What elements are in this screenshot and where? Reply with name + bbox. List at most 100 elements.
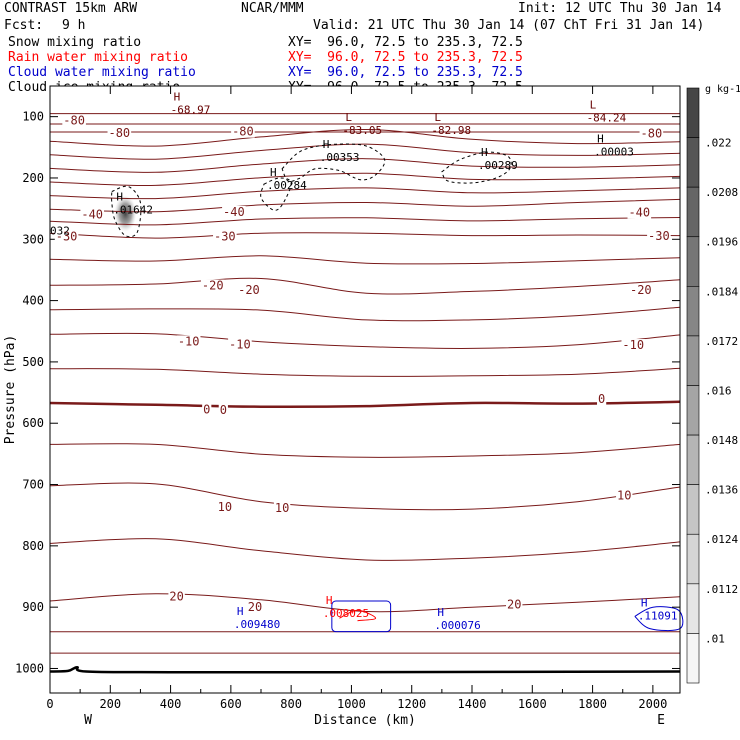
x-tick-label-5: 1000 (337, 697, 366, 711)
contour-label-5: -40 (223, 205, 245, 219)
contour-label-bg (627, 206, 652, 219)
field-snow-xy: XY= 96.0, 72.5 to 235.3, 72.5 (288, 35, 523, 50)
extremum-marker-6: H (481, 146, 488, 159)
temp-contour-minor-7 (49, 217, 681, 226)
temp-contour--10 (49, 332, 681, 349)
init-time: Init: 12 UTC Thu 30 Jan 14 (518, 1, 722, 16)
extremum-marker-5: H (323, 138, 330, 151)
colorbar-label-6: .0172 (705, 335, 738, 348)
field-snow-name: Snow mixing ratio (8, 35, 142, 50)
y-tick-label-7: 800 (22, 539, 44, 553)
contour-label-1: -80 (108, 126, 130, 140)
y-tick-label-8: 900 (22, 600, 44, 614)
contour-label-bg (218, 404, 228, 417)
x-tick-label-4: 800 (280, 697, 302, 711)
edge-value-label: 032 (50, 224, 70, 237)
colorbar-segment-8 (686, 484, 700, 535)
y-tick-label-0: 100 (22, 110, 44, 124)
contour-label-bg (597, 392, 607, 405)
fcst-label: Fcst: (4, 18, 44, 33)
contour-label-4: -40 (81, 207, 103, 221)
extremum-value-2: -82.98 (431, 124, 471, 137)
ice-region-3 (281, 143, 386, 182)
contour-label-bg (237, 283, 261, 296)
x-tick-label-9: 1800 (578, 697, 607, 711)
contour-label-22: 20 (169, 589, 183, 603)
colorbar-segment-3 (686, 236, 700, 287)
y-tick-label-6: 700 (22, 478, 44, 492)
temp-contour--20 (49, 277, 681, 295)
field-rain-name: Rain water mixing ratio (8, 50, 189, 65)
contour-label-13: -10 (178, 334, 200, 348)
extremum-value-3: -84.24 (587, 112, 627, 125)
temp-contour-minor-4 (49, 158, 681, 173)
x-tick-label-2: 400 (160, 697, 182, 711)
cloud-ice-maximum (114, 195, 137, 232)
field-cloudwater-name: Cloud water mixing ratio (8, 65, 196, 80)
x-tick-label-8: 1600 (518, 697, 547, 711)
colorbar-segment-9 (686, 533, 700, 585)
temp-contour-20 (49, 593, 681, 613)
contour-label-bg (506, 598, 523, 611)
temp-contour--30 (49, 232, 681, 239)
temp-contour-minor-11 (49, 443, 681, 458)
ice-region-2 (260, 177, 292, 211)
colorbar-segment-2 (686, 186, 700, 238)
contour-label-7: -30 (56, 230, 78, 244)
contour-label-15: -10 (622, 338, 644, 352)
temp-contour--80 (49, 128, 681, 147)
rain-water-region (339, 609, 377, 622)
y-tick-label-9: 1000 (15, 661, 44, 675)
temp-contour-minor-6 (49, 187, 681, 200)
colorbar-segment-7 (686, 434, 700, 485)
extremum-value-11: .000076 (434, 619, 480, 632)
model-title: CONTRAST 15km ARW (4, 1, 138, 16)
contour-label-9: -30 (648, 229, 670, 243)
x-tick-label-7: 1400 (458, 697, 487, 711)
extremum-value-7: .00284 (267, 179, 307, 192)
colorbar-label-3: .0136 (705, 484, 738, 497)
colorbar-label-9: .0208 (705, 186, 738, 199)
extremum-value-8: .01642 (113, 204, 153, 217)
colorbar-label-1: .0112 (705, 583, 738, 596)
contour-label-19: 10 (218, 500, 232, 514)
temp-contour-minor-3 (49, 143, 681, 160)
contour-label-bg (107, 126, 132, 139)
contour-label-bg (246, 600, 264, 613)
x-tick-label-1: 200 (99, 697, 121, 711)
contour-label-bg (176, 335, 201, 348)
temp-contour-minor-8 (49, 255, 681, 265)
x-tick-label-10: 2000 (638, 697, 667, 711)
extremum-value-5: .00353 (320, 151, 360, 164)
x-tick-label-3: 600 (220, 697, 242, 711)
contour-label-bg (222, 205, 246, 218)
valid-time: Valid: 21 UTC Thu 30 Jan 14 (07 ChT Fri … (313, 18, 705, 33)
y-tick-label-1: 200 (22, 171, 44, 185)
extremum-value-1: -83.05 (342, 124, 382, 137)
contour-label-24: 20 (507, 597, 521, 611)
extremum-marker-12: H (641, 596, 648, 609)
plot-frame (49, 85, 681, 694)
extremum-marker-11: H (437, 606, 444, 619)
contour-label-bg (54, 230, 79, 243)
contour-label-14: -10 (229, 337, 251, 351)
contour-label-10: -20 (202, 279, 224, 293)
contour-label-bg (273, 502, 291, 515)
contour-label-11: -20 (238, 283, 260, 297)
colorbar-label-0: .01 (705, 632, 725, 645)
temp-contour-minor-9 (49, 306, 681, 322)
contour-label-17: 0 (220, 403, 227, 417)
y-tick-label-2: 300 (22, 232, 44, 246)
contour-label-bg (168, 590, 185, 603)
extremum-value-0: -68.97 (171, 104, 211, 117)
colorbar-segment-4 (686, 286, 700, 337)
contour-label-bg (616, 489, 633, 502)
surface-line (49, 665, 681, 674)
contour-label-23: 20 (248, 600, 262, 614)
contour-label-8: -30 (214, 230, 236, 244)
y-tick-label-5: 600 (22, 416, 44, 430)
cloud-water-region (331, 600, 392, 633)
contour-label-21: 10 (617, 488, 631, 502)
extremum-marker-7: H (270, 166, 277, 179)
